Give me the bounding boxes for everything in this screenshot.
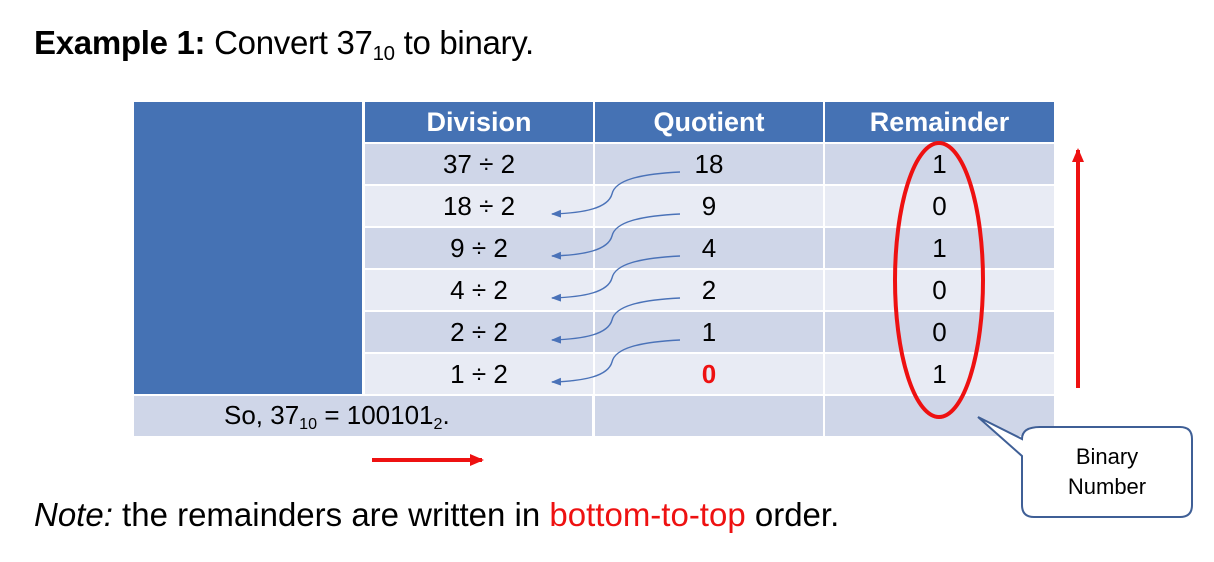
header-quotient: Quotient (595, 102, 823, 142)
note-highlight: bottom-to-top (549, 496, 746, 533)
remainder-cell: 1 (825, 354, 1054, 394)
remainder-cell: 1 (825, 228, 1054, 268)
table-row: 2 ÷ 2 1 0 (365, 312, 1054, 352)
summary-prefix: So, 37 (224, 400, 300, 430)
summary-cell (134, 396, 592, 436)
quotient-cell: 4 (595, 228, 823, 268)
table-corner-block (134, 102, 362, 394)
division-cell: 37 ÷ 2 (365, 144, 593, 184)
division-cell: 18 ÷ 2 (365, 186, 593, 226)
summary-binary-value: = 100101 (324, 400, 434, 430)
quotient-cell: 1 (595, 312, 823, 352)
summary-row: So, 3710 = 1001012. (134, 396, 1054, 436)
summary-suffix: . (442, 400, 450, 430)
note-body-end: order. (754, 496, 840, 533)
header-remainder: Remainder (825, 102, 1054, 142)
callout-line-2: Number (1067, 474, 1147, 499)
division-cell: 4 ÷ 2 (365, 270, 593, 310)
division-cell: 9 ÷ 2 (365, 228, 593, 268)
table-row: 9 ÷ 2 4 1 (365, 228, 1054, 268)
heading-text-end: to binary. (403, 24, 535, 61)
note-body: the remainders are written in (122, 496, 541, 533)
final-quotient-value: 0 (701, 358, 717, 389)
summary-base-to: 2 (433, 414, 443, 433)
division-cell: 1 ÷ 2 (365, 354, 593, 394)
example-label: Example 1: (34, 24, 206, 61)
table-row: 4 ÷ 2 2 0 (365, 270, 1054, 310)
table-row: 1 ÷ 2 0 1 (365, 354, 1054, 394)
note-label: Note: (34, 496, 113, 533)
heading-subscript: 10 (372, 42, 395, 66)
binary-number-callout: Binary Number (1022, 427, 1192, 517)
note-text: Note: the remainders are written in bott… (34, 496, 839, 534)
heading-text: Convert 37 (214, 24, 373, 61)
quotient-cell-final: 0 (595, 354, 823, 394)
summary-base-from: 10 (299, 414, 318, 433)
quotient-cell: 18 (595, 144, 823, 184)
header-division: Division (365, 102, 593, 142)
division-cell: 2 ÷ 2 (365, 312, 593, 352)
table-row: 18 ÷ 2 9 0 (365, 186, 1054, 226)
example-heading: Example 1: Convert 3710 to binary. (34, 24, 535, 66)
summary-cell-empty (595, 396, 823, 436)
quotient-cell: 9 (595, 186, 823, 226)
summary-cell-empty (825, 396, 1054, 436)
table-row: 37 ÷ 2 18 1 (365, 144, 1054, 184)
remainder-cell: 0 (825, 186, 1054, 226)
conversion-table: Division Quotient Remainder 37 ÷ 2 18 1 … (134, 102, 1054, 436)
callout-line-1: Binary (1075, 444, 1139, 469)
summary-result: So, 3710 = 1001012. (224, 400, 450, 433)
remainder-cell: 1 (825, 144, 1054, 184)
remainder-cell: 0 (825, 270, 1054, 310)
quotient-cell: 2 (595, 270, 823, 310)
remainder-cell: 0 (825, 312, 1054, 352)
